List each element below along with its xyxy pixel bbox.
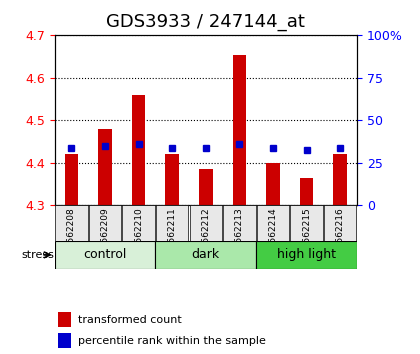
Text: GSM562214: GSM562214 <box>268 207 278 262</box>
Text: GSM562215: GSM562215 <box>302 207 311 262</box>
FancyBboxPatch shape <box>257 205 289 241</box>
FancyBboxPatch shape <box>55 241 155 269</box>
Text: control: control <box>83 249 127 261</box>
Text: stress: stress <box>21 250 54 260</box>
Bar <box>165 154 179 205</box>
FancyBboxPatch shape <box>190 205 222 241</box>
Text: GSM562209: GSM562209 <box>100 207 110 262</box>
Text: high light: high light <box>277 249 336 261</box>
FancyBboxPatch shape <box>256 241 357 269</box>
Text: transformed count: transformed count <box>78 315 182 325</box>
Text: dark: dark <box>192 249 220 261</box>
FancyBboxPatch shape <box>89 205 121 241</box>
Text: GSM562213: GSM562213 <box>235 207 244 262</box>
Title: GDS3933 / 247144_at: GDS3933 / 247144_at <box>106 13 305 32</box>
Text: GSM562211: GSM562211 <box>168 207 177 262</box>
Text: GSM562216: GSM562216 <box>336 207 345 262</box>
Text: GSM562210: GSM562210 <box>134 207 143 262</box>
FancyBboxPatch shape <box>223 205 255 241</box>
Bar <box>300 178 313 205</box>
Bar <box>65 154 78 205</box>
Bar <box>132 95 145 205</box>
Bar <box>333 154 347 205</box>
Bar <box>58 333 71 348</box>
Bar <box>233 55 246 205</box>
FancyBboxPatch shape <box>156 205 188 241</box>
Bar <box>58 312 71 327</box>
FancyBboxPatch shape <box>291 205 323 241</box>
Bar <box>199 169 213 205</box>
Text: percentile rank within the sample: percentile rank within the sample <box>78 336 266 346</box>
FancyBboxPatch shape <box>123 205 155 241</box>
FancyBboxPatch shape <box>324 205 356 241</box>
FancyBboxPatch shape <box>55 205 87 241</box>
Bar <box>98 129 112 205</box>
Bar <box>266 163 280 205</box>
FancyBboxPatch shape <box>155 241 256 269</box>
Text: GSM562208: GSM562208 <box>67 207 76 262</box>
Text: GSM562212: GSM562212 <box>201 207 210 262</box>
